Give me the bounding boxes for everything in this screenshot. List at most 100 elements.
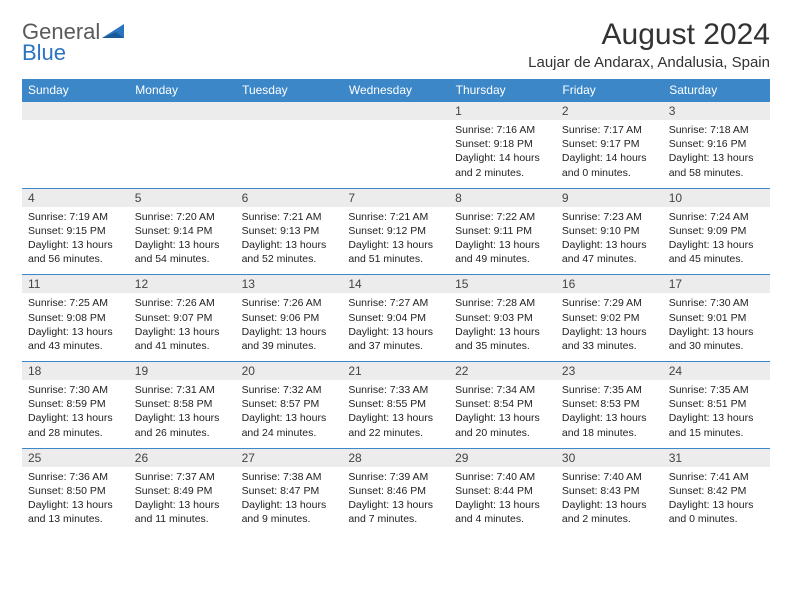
sunrise-line: Sunrise: 7:34 AM [455,383,550,397]
day-number: 26 [129,449,236,467]
day-body: Sunrise: 7:18 AMSunset: 9:16 PMDaylight:… [663,120,770,188]
day-number: 7 [342,189,449,207]
calendar-cell: 2Sunrise: 7:17 AMSunset: 9:17 PMDaylight… [556,102,663,189]
weekday-header: Sunday [22,79,129,102]
day-body: Sunrise: 7:20 AMSunset: 9:14 PMDaylight:… [129,207,236,275]
sunrise-line: Sunrise: 7:21 AM [348,210,443,224]
sunrise-line: Sunrise: 7:38 AM [242,470,337,484]
sunrise-line: Sunrise: 7:41 AM [669,470,764,484]
sunset-line: Sunset: 8:51 PM [669,397,764,411]
sunset-line: Sunset: 9:06 PM [242,311,337,325]
sunrise-line: Sunrise: 7:36 AM [28,470,123,484]
calendar-cell: 1Sunrise: 7:16 AMSunset: 9:18 PMDaylight… [449,102,556,189]
daylight-line: Daylight: 14 hours and 2 minutes. [455,151,550,179]
day-body-empty [129,120,236,182]
sunset-line: Sunset: 8:54 PM [455,397,550,411]
daylight-line: Daylight: 13 hours and 18 minutes. [562,411,657,439]
sunset-line: Sunset: 9:04 PM [348,311,443,325]
sunrise-line: Sunrise: 7:20 AM [135,210,230,224]
day-body: Sunrise: 7:26 AMSunset: 9:06 PMDaylight:… [236,293,343,361]
calendar-cell: 21Sunrise: 7:33 AMSunset: 8:55 PMDayligh… [342,362,449,449]
sunrise-line: Sunrise: 7:22 AM [455,210,550,224]
weekday-header: Thursday [449,79,556,102]
sunrise-line: Sunrise: 7:17 AM [562,123,657,137]
sunrise-line: Sunrise: 7:39 AM [348,470,443,484]
weekday-header: Friday [556,79,663,102]
calendar-cell [236,102,343,189]
calendar-cell [22,102,129,189]
day-number: 2 [556,102,663,120]
day-body: Sunrise: 7:23 AMSunset: 9:10 PMDaylight:… [556,207,663,275]
sunrise-line: Sunrise: 7:37 AM [135,470,230,484]
calendar-cell: 30Sunrise: 7:40 AMSunset: 8:43 PMDayligh… [556,448,663,534]
day-number: 8 [449,189,556,207]
day-body-empty [22,120,129,182]
weekday-header: Tuesday [236,79,343,102]
daylight-line: Daylight: 13 hours and 33 minutes. [562,325,657,353]
day-number: 23 [556,362,663,380]
sunset-line: Sunset: 8:42 PM [669,484,764,498]
calendar-cell: 7Sunrise: 7:21 AMSunset: 9:12 PMDaylight… [342,188,449,275]
sunset-line: Sunset: 9:12 PM [348,224,443,238]
sunrise-line: Sunrise: 7:31 AM [135,383,230,397]
sunrise-line: Sunrise: 7:30 AM [669,296,764,310]
sunset-line: Sunset: 9:17 PM [562,137,657,151]
sunrise-line: Sunrise: 7:26 AM [135,296,230,310]
sunrise-line: Sunrise: 7:16 AM [455,123,550,137]
calendar-cell: 9Sunrise: 7:23 AMSunset: 9:10 PMDaylight… [556,188,663,275]
day-number: 9 [556,189,663,207]
sunrise-line: Sunrise: 7:40 AM [562,470,657,484]
day-number: 24 [663,362,770,380]
sunset-line: Sunset: 8:55 PM [348,397,443,411]
day-number: 1 [449,102,556,120]
title-location: Laujar de Andarax, Andalusia, Spain [528,54,770,71]
calendar-cell: 20Sunrise: 7:32 AMSunset: 8:57 PMDayligh… [236,362,343,449]
sunrise-line: Sunrise: 7:32 AM [242,383,337,397]
day-body: Sunrise: 7:26 AMSunset: 9:07 PMDaylight:… [129,293,236,361]
calendar-cell: 15Sunrise: 7:28 AMSunset: 9:03 PMDayligh… [449,275,556,362]
day-body: Sunrise: 7:32 AMSunset: 8:57 PMDaylight:… [236,380,343,448]
day-body: Sunrise: 7:38 AMSunset: 8:47 PMDaylight:… [236,467,343,535]
sunset-line: Sunset: 9:11 PM [455,224,550,238]
day-number: 29 [449,449,556,467]
day-number-empty [22,102,129,120]
day-body: Sunrise: 7:33 AMSunset: 8:55 PMDaylight:… [342,380,449,448]
sunrise-line: Sunrise: 7:18 AM [669,123,764,137]
sunset-line: Sunset: 8:44 PM [455,484,550,498]
day-number: 15 [449,275,556,293]
sunrise-line: Sunrise: 7:19 AM [28,210,123,224]
sunrise-line: Sunrise: 7:23 AM [562,210,657,224]
sunset-line: Sunset: 9:15 PM [28,224,123,238]
calendar-cell: 23Sunrise: 7:35 AMSunset: 8:53 PMDayligh… [556,362,663,449]
logo: General Blue [22,18,128,64]
daylight-line: Daylight: 13 hours and 49 minutes. [455,238,550,266]
calendar-cell: 14Sunrise: 7:27 AMSunset: 9:04 PMDayligh… [342,275,449,362]
sunset-line: Sunset: 8:46 PM [348,484,443,498]
day-number: 31 [663,449,770,467]
daylight-line: Daylight: 13 hours and 35 minutes. [455,325,550,353]
daylight-line: Daylight: 13 hours and 52 minutes. [242,238,337,266]
day-number: 11 [22,275,129,293]
daylight-line: Daylight: 13 hours and 20 minutes. [455,411,550,439]
day-body: Sunrise: 7:37 AMSunset: 8:49 PMDaylight:… [129,467,236,535]
daylight-line: Daylight: 13 hours and 41 minutes. [135,325,230,353]
day-number: 12 [129,275,236,293]
day-number: 3 [663,102,770,120]
day-number: 30 [556,449,663,467]
sunset-line: Sunset: 9:09 PM [669,224,764,238]
day-number-empty [236,102,343,120]
sunset-line: Sunset: 8:58 PM [135,397,230,411]
day-number: 16 [556,275,663,293]
calendar-row: 1Sunrise: 7:16 AMSunset: 9:18 PMDaylight… [22,102,770,189]
day-body: Sunrise: 7:27 AMSunset: 9:04 PMDaylight:… [342,293,449,361]
day-body: Sunrise: 7:24 AMSunset: 9:09 PMDaylight:… [663,207,770,275]
daylight-line: Daylight: 13 hours and 28 minutes. [28,411,123,439]
daylight-line: Daylight: 13 hours and 13 minutes. [28,498,123,526]
day-number: 22 [449,362,556,380]
day-body: Sunrise: 7:21 AMSunset: 9:12 PMDaylight:… [342,207,449,275]
sunrise-line: Sunrise: 7:35 AM [669,383,764,397]
day-number: 10 [663,189,770,207]
daylight-line: Daylight: 13 hours and 22 minutes. [348,411,443,439]
calendar-table: SundayMondayTuesdayWednesdayThursdayFrid… [22,79,770,534]
sunrise-line: Sunrise: 7:33 AM [348,383,443,397]
